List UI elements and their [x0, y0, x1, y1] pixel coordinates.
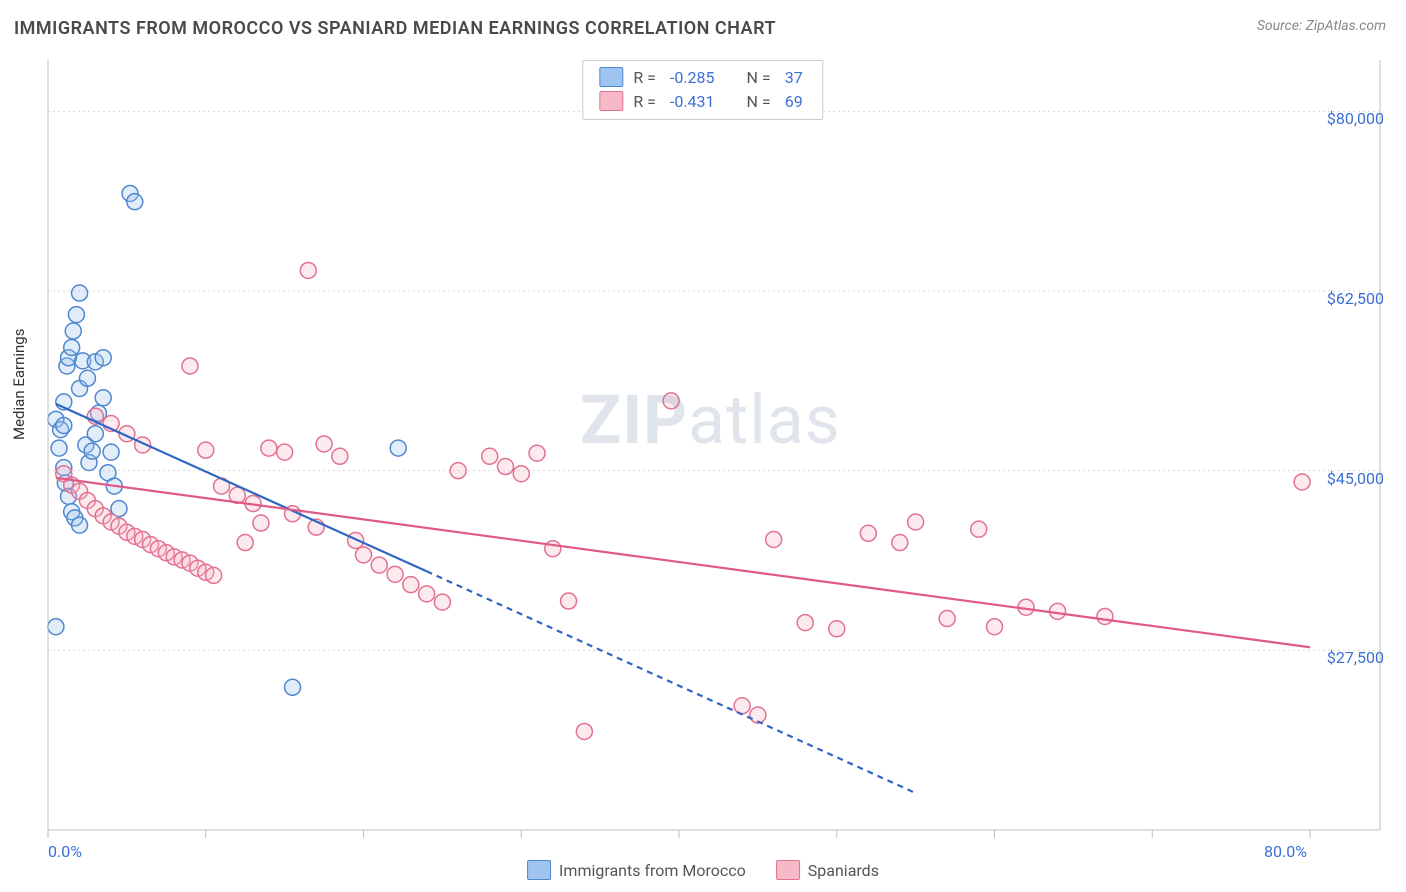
legend: Immigrants from Morocco Spaniards	[527, 860, 879, 880]
swatch-spaniards	[599, 91, 623, 111]
r-value-spaniards: -0.431	[666, 92, 719, 111]
scatter-plot	[0, 0, 1406, 892]
n-label-spaniards: N =	[747, 92, 771, 111]
n-value-spaniards: 69	[781, 92, 807, 111]
stats-row-spaniards: R = -0.431 N = 69	[599, 89, 806, 113]
legend-item-morocco: Immigrants from Morocco	[527, 860, 746, 880]
r-value-morocco: -0.285	[666, 68, 719, 87]
r-label-morocco: R =	[633, 68, 656, 87]
y-tick-label: $80,000	[1327, 109, 1384, 128]
legend-swatch-spaniards	[776, 860, 800, 880]
swatch-morocco	[599, 67, 623, 87]
n-label-morocco: N =	[747, 68, 771, 87]
r-label-spaniards: R =	[633, 92, 656, 111]
stats-row-morocco: R = -0.285 N = 37	[599, 65, 806, 89]
correlation-stats-box: R = -0.285 N = 37 R = -0.431 N = 69	[582, 60, 823, 120]
x-tick-label: 0.0%	[48, 842, 82, 861]
legend-item-spaniards: Spaniards	[776, 860, 879, 880]
legend-label-spaniards: Spaniards	[808, 861, 879, 880]
n-value-morocco: 37	[781, 68, 807, 87]
legend-swatch-morocco	[527, 860, 551, 880]
legend-label-morocco: Immigrants from Morocco	[559, 861, 746, 880]
y-tick-label: $45,000	[1327, 469, 1384, 488]
y-tick-label: $27,500	[1327, 648, 1384, 667]
x-tick-label: 80.0%	[1264, 842, 1307, 861]
y-tick-label: $62,500	[1327, 289, 1384, 308]
